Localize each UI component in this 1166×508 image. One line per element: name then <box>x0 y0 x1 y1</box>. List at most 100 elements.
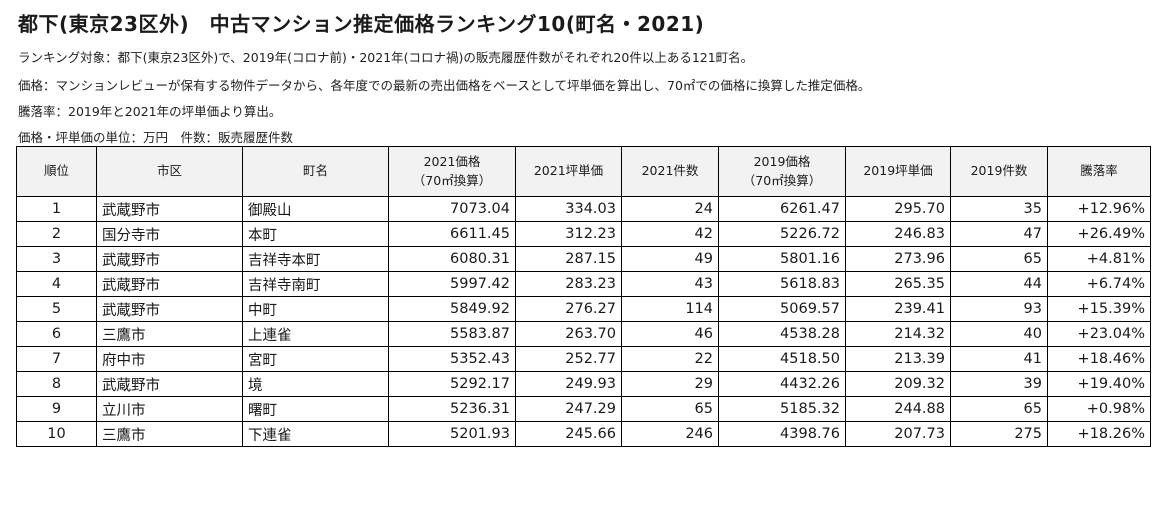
cell-price2021: 5201.93 <box>388 421 516 447</box>
cell-town: 吉祥寺本町 <box>242 246 389 272</box>
cell-count2019: 93 <box>950 296 1048 322</box>
table-row: 2 国分寺市 本町 6611.45 312.23 42 5226.72 246.… <box>16 221 1151 247</box>
header-price2021-line1: 2021価格 <box>423 154 481 170</box>
cell-count2021: 65 <box>621 396 719 422</box>
header-tsubo2021: 2021坪単価 <box>515 146 622 197</box>
cell-city: 立川市 <box>96 396 243 422</box>
cell-change: +18.46% <box>1047 346 1151 372</box>
cell-price2021: 5997.42 <box>388 271 516 297</box>
cell-price2019: 5069.57 <box>718 296 846 322</box>
cell-rank: 4 <box>16 271 97 297</box>
table-row: 3 武蔵野市 吉祥寺本町 6080.31 287.15 49 5801.16 2… <box>16 246 1151 272</box>
cell-tsubo2021: 287.15 <box>515 246 622 272</box>
header-price2019: 2019価格 （70㎡換算） <box>718 146 846 197</box>
header-price2021: 2021価格 （70㎡換算） <box>388 146 516 197</box>
cell-tsubo2019: 244.88 <box>845 396 951 422</box>
cell-price2021: 5583.87 <box>388 321 516 347</box>
cell-tsubo2019: 213.39 <box>845 346 951 372</box>
cell-count2021: 42 <box>621 221 719 247</box>
cell-tsubo2021: 283.23 <box>515 271 622 297</box>
cell-change: +12.96% <box>1047 196 1151 222</box>
cell-price2021: 6080.31 <box>388 246 516 272</box>
cell-price2021: 7073.04 <box>388 196 516 222</box>
table-body: 1 武蔵野市 御殿山 7073.04 334.03 24 6261.47 295… <box>16 196 1151 447</box>
cell-count2019: 44 <box>950 271 1048 297</box>
cell-city: 武蔵野市 <box>96 196 243 222</box>
ranking-table: 順位 市区 町名 2021価格 （70㎡換算） 2021坪単価 2021件数 2… <box>16 146 1151 447</box>
header-price2019-line1: 2019価格 <box>753 154 811 170</box>
cell-change: +18.26% <box>1047 421 1151 447</box>
cell-city: 国分寺市 <box>96 221 243 247</box>
header-count2019: 2019件数 <box>950 146 1048 197</box>
cell-price2019: 5226.72 <box>718 221 846 247</box>
cell-tsubo2021: 312.23 <box>515 221 622 247</box>
cell-town: 上連雀 <box>242 321 389 347</box>
cell-change: +15.39% <box>1047 296 1151 322</box>
cell-tsubo2021: 252.77 <box>515 346 622 372</box>
cell-price2019: 5801.16 <box>718 246 846 272</box>
cell-count2019: 39 <box>950 371 1048 397</box>
header-tsubo2019: 2019坪単価 <box>845 146 951 197</box>
cell-city: 武蔵野市 <box>96 246 243 272</box>
note-change: 騰落率：2019年と2021年の坪単価より算出。 <box>18 104 282 119</box>
cell-change: +6.74% <box>1047 271 1151 297</box>
cell-town: 中町 <box>242 296 389 322</box>
cell-count2019: 35 <box>950 196 1048 222</box>
table-row: 1 武蔵野市 御殿山 7073.04 334.03 24 6261.47 295… <box>16 196 1151 222</box>
cell-count2021: 24 <box>621 196 719 222</box>
cell-change: +0.98% <box>1047 396 1151 422</box>
note-price: 価格：マンションレビューが保有する物件データから、各年度での最新の売出価格をベー… <box>18 78 871 93</box>
cell-rank: 8 <box>16 371 97 397</box>
cell-city: 武蔵野市 <box>96 271 243 297</box>
cell-city: 武蔵野市 <box>96 371 243 397</box>
cell-price2019: 6261.47 <box>718 196 846 222</box>
cell-rank: 3 <box>16 246 97 272</box>
cell-count2021: 22 <box>621 346 719 372</box>
header-price2019-line2: （70㎡換算） <box>742 172 822 188</box>
cell-tsubo2019: 295.70 <box>845 196 951 222</box>
header-town: 町名 <box>242 146 389 197</box>
cell-tsubo2019: 207.73 <box>845 421 951 447</box>
cell-tsubo2021: 276.27 <box>515 296 622 322</box>
table-row: 10 三鷹市 下連雀 5201.93 245.66 246 4398.76 20… <box>16 421 1151 447</box>
cell-tsubo2021: 334.03 <box>515 196 622 222</box>
cell-price2019: 4538.28 <box>718 321 846 347</box>
cell-change: +26.49% <box>1047 221 1151 247</box>
cell-tsubo2021: 247.29 <box>515 396 622 422</box>
header-city: 市区 <box>96 146 243 197</box>
cell-rank: 10 <box>16 421 97 447</box>
cell-tsubo2019: 239.41 <box>845 296 951 322</box>
cell-tsubo2019: 246.83 <box>845 221 951 247</box>
header-rank: 順位 <box>16 146 97 197</box>
cell-town: 下連雀 <box>242 421 389 447</box>
cell-town: 本町 <box>242 221 389 247</box>
cell-price2021: 5352.43 <box>388 346 516 372</box>
table-row: 4 武蔵野市 吉祥寺南町 5997.42 283.23 43 5618.83 2… <box>16 271 1151 297</box>
table-row: 7 府中市 宮町 5352.43 252.77 22 4518.50 213.3… <box>16 346 1151 372</box>
cell-town: 御殿山 <box>242 196 389 222</box>
cell-price2021: 5292.17 <box>388 371 516 397</box>
cell-price2019: 4432.26 <box>718 371 846 397</box>
cell-count2019: 40 <box>950 321 1048 347</box>
cell-price2019: 5618.83 <box>718 271 846 297</box>
header-count2021: 2021件数 <box>621 146 719 197</box>
cell-city: 三鷹市 <box>96 421 243 447</box>
table-row: 9 立川市 曙町 5236.31 247.29 65 5185.32 244.8… <box>16 396 1151 422</box>
cell-tsubo2021: 263.70 <box>515 321 622 347</box>
cell-price2019: 4518.50 <box>718 346 846 372</box>
table-row: 6 三鷹市 上連雀 5583.87 263.70 46 4538.28 214.… <box>16 321 1151 347</box>
cell-rank: 7 <box>16 346 97 372</box>
cell-count2021: 43 <box>621 271 719 297</box>
header-price2021-line2: （70㎡換算） <box>412 172 492 188</box>
cell-count2019: 47 <box>950 221 1048 247</box>
cell-change: +19.40% <box>1047 371 1151 397</box>
cell-price2021: 5236.31 <box>388 396 516 422</box>
cell-count2021: 46 <box>621 321 719 347</box>
table-header-row: 順位 市区 町名 2021価格 （70㎡換算） 2021坪単価 2021件数 2… <box>16 146 1151 197</box>
cell-rank: 5 <box>16 296 97 322</box>
cell-count2021: 114 <box>621 296 719 322</box>
cell-count2021: 49 <box>621 246 719 272</box>
cell-tsubo2019: 209.32 <box>845 371 951 397</box>
cell-count2019: 41 <box>950 346 1048 372</box>
cell-town: 吉祥寺南町 <box>242 271 389 297</box>
